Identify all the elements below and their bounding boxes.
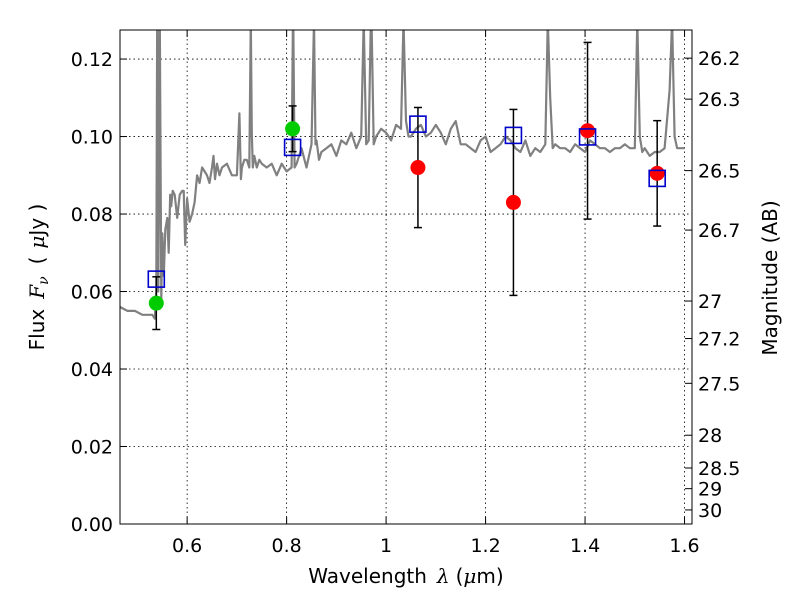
x-tick-label: 1 <box>380 535 392 557</box>
model-photometry-point <box>147 270 166 288</box>
x-axis-label: Wavelength λ (μm) <box>308 564 503 588</box>
y2-tick-label: 28.5 <box>698 458 740 480</box>
ticks-layer: 0.6 0.8 1 1.2 1.4 1.6 0.00 0.02 0.04 0.06 0.08 0.10… <box>71 30 740 557</box>
y2-tick-label: 30 <box>698 500 722 522</box>
x-tick-label: 1.2 <box>470 535 500 557</box>
observed-point <box>505 194 521 210</box>
y2-axis-label: Magnitude (AB) <box>758 200 782 355</box>
y2-tick-label: 28 <box>698 425 722 447</box>
y-axis-label-symbol: F <box>25 284 49 300</box>
y-axis-label: Flux Fν ( μJy ) <box>25 204 52 351</box>
y-axis-label-unit-open: ( <box>25 257 49 265</box>
x-axis-label-text: Wavelength <box>308 564 427 588</box>
x-axis-label-unit-open: ( <box>456 564 464 588</box>
y-tick-label: 0.02 <box>71 437 113 459</box>
y2-tick-label: 27 <box>698 291 722 313</box>
y2-tick-label: 26.3 <box>698 89 740 111</box>
y-axis-label-unit-rest: Jy ) <box>25 204 49 238</box>
observed-point <box>148 295 164 311</box>
y2-tick-label: 29 <box>698 479 722 501</box>
y-tick-label: 0.12 <box>71 49 113 71</box>
x-axis-label-unit-mu: μ <box>463 564 476 588</box>
y-tick-label: 0.10 <box>71 127 113 149</box>
x-tick-label: 0.8 <box>272 535 302 557</box>
y-tick-label: 0.00 <box>71 514 113 536</box>
y2-tick-label: 26.2 <box>698 48 740 70</box>
points-layer <box>147 41 666 331</box>
y2-tick-label: 27.2 <box>698 329 740 351</box>
y-tick-label: 0.04 <box>71 359 113 381</box>
model-photometry-point <box>578 128 597 146</box>
y2-tick-label: 26.7 <box>698 220 740 242</box>
y-tick-label: 0.08 <box>71 204 113 226</box>
model-photometry-point <box>648 169 666 188</box>
observed-point <box>649 165 665 181</box>
model-photometry-point <box>409 115 427 133</box>
x-axis-label-unit-rest: m) <box>476 564 503 588</box>
y-axis-label-subscript: ν <box>36 276 52 285</box>
plot-frame <box>119 29 693 525</box>
x-tick-label: 0.6 <box>172 535 202 557</box>
y2-tick-label: 26.5 <box>698 161 740 183</box>
model-spectrum-line <box>120 30 685 320</box>
y-tick-label: 0.06 <box>71 282 113 304</box>
spectrum-layer <box>120 30 685 320</box>
model-photometry-point <box>504 126 523 145</box>
observed-point <box>285 121 301 137</box>
y-axis-label-text: Flux <box>25 309 49 351</box>
observed-point <box>580 123 596 139</box>
y-axis-label-unit-mu: μ <box>25 236 49 249</box>
model-photometry-point <box>283 138 302 157</box>
y2-tick-label: 27.5 <box>698 373 740 395</box>
x-tick-label: 1.6 <box>669 535 699 557</box>
x-axis-label-symbol: λ <box>436 564 450 588</box>
observed-point <box>410 160 426 176</box>
x-tick-label: 1.4 <box>570 535 600 557</box>
